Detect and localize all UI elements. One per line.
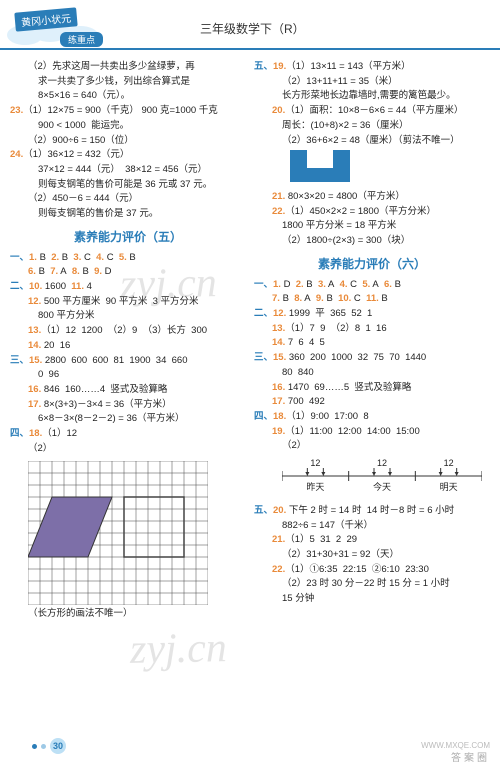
text-line: （2）31+30+31 = 92（天） [254,548,490,563]
section-header: 素养能力评价（五） [10,228,246,247]
text-line: 1800 平方分米 = 18 平方米 [254,219,490,234]
text-line: 四、18.（1）9:00 17:00 8 [254,410,490,425]
text-line: 求一共卖了多少钱，列出综合算式是 [10,75,246,90]
section-header: 素养能力评价（六） [254,255,490,274]
text-line: （2） [254,439,490,454]
text-line: 24.（1）36×12 = 432（元） [10,148,246,163]
page-number-circle: 30 [50,738,66,754]
text-line: 16. 1470 69……5 竖式及验算略 [254,381,490,396]
figure-caption: （长方形的画法不唯一） [10,607,246,622]
text-line: 13.（1）7 9 （2）8 1 16 [254,322,490,337]
text-line: 6×8－3×(8－2－2) = 36（平方米） [10,412,246,427]
text-line: 22.（1）450×2×2 = 1800（平方分米） [254,205,490,220]
dot-icon [41,744,46,749]
svg-text:今天: 今天 [373,481,391,492]
text-line: 882÷6 = 147（千米） [254,519,490,534]
svg-text:12: 12 [444,458,454,468]
text-line: 二、12. 1999 平 365 52 1 [254,307,490,322]
footer-logo: 答案圈 [451,749,490,764]
text-line: 14. 7 6 4 5 [254,336,490,351]
text-line: （2）36+6×2 = 48（厘米）（剪法不唯一） [254,134,490,149]
text-line: 17. 8×(3+3)－3×4 = 36（平方米） [10,398,246,413]
watermark: zyj.cn [130,624,228,674]
text-line: 900 < 1000 能运完。 [10,119,246,134]
svg-text:12: 12 [377,458,387,468]
text-line: （2）1800÷(2×3) = 300（块） [254,234,490,249]
text-line: 15 分钟 [254,592,490,607]
text-line: （2）450－6 = 444（元） [10,192,246,207]
page-title: 三年级数学下（R） [200,20,305,37]
text-line: 周长：(10+8)×2 = 36（厘米） [254,119,490,134]
text-line: 7. B 8. A 9. B 10. C 11. B [254,292,490,307]
text-line: 三、15. 360 200 1000 32 75 70 1440 [254,351,490,366]
svg-text:昨天: 昨天 [306,481,324,492]
text-line: 12. 500 平方厘米 90 平方米 3 平方分米 [10,295,246,310]
text-line: 一、1. D 2. B 3. A 4. C 5. A 6. B [254,278,490,293]
text-line: 20.（1）面积：10×8－6×6 = 44（平方厘米） [254,104,490,119]
text-line: 14. 20 16 [10,339,246,354]
text-line: 8×5×16 = 640（元）。 [10,89,246,104]
text-line: 五、19.（1）13×11 = 143（平方米） [254,60,490,75]
text-line: 19.（1）11:00 12:00 14:00 15:00 [254,425,490,440]
left-column: （2）先求这周一共卖出多少盆绿萝，再求一共卖了多少钱，列出综合算式是8×5×16… [10,60,246,621]
text-line: 一、1. B 2. B 3. C 4. C 5. B [10,251,246,266]
text-line: （2）23 时 30 分－22 时 15 分 = 1 小时 [254,577,490,592]
text-line: 四、18.（1）12 [10,427,246,442]
dot-icon [32,744,37,749]
right-column: 五、19.（1）13×11 = 143（平方米）（2）13+11+11 = 35… [254,60,490,621]
text-line: （2）900÷6 = 150（位） [10,134,246,149]
text-line: 13.（1）12 1200 （2）9 （3）长方 300 [10,324,246,339]
page-header: 黄冈小状元 练重点 三年级数学下（R） [0,0,500,60]
text-line: 则每支钢笔的售价可能是 36 元或 37 元。 [10,178,246,193]
svg-text:明天: 明天 [440,482,458,492]
text-line: 17. 700 492 [254,395,490,410]
text-line: 0 96 [10,368,246,383]
text-line: （2） [10,442,246,457]
text-line: 则每支钢笔的售价是 37 元。 [10,207,246,222]
header-border [0,48,500,50]
content-area: （2）先求这周一共卖出多少盆绿萝，再求一共卖了多少钱，列出综合算式是8×5×16… [0,60,500,621]
page-number: 30 [32,738,66,754]
text-line: 23.（1）12×75 = 900（千克） 900 克=1000 千克 [10,104,246,119]
timeline-figure: 12 12 12 昨天 今天 明天 [254,456,490,502]
text-line: 800 平方分米 [10,309,246,324]
text-line: （2）13+11+11 = 35（米） [254,75,490,90]
text-line: （2）先求这周一共卖出多少盆绿萝，再 [10,60,246,75]
section-tab: 练重点 [60,32,103,47]
text-line: 6. B 7. A 8. B 9. D [10,265,246,280]
text-line: 21.（1）5 31 2 29 [254,533,490,548]
text-line: 长方形菜地长边靠墙时,需要的篱笆最少。 [254,89,490,104]
text-line: 五、20. 下午 2 时 = 14 时 14 时－8 时 = 6 小时 [254,504,490,519]
svg-text:12: 12 [310,458,320,468]
text-line: 16. 846 160……4 竖式及验算略 [10,383,246,398]
text-line: 37×12 = 444（元） 38×12 = 456（元） [10,163,246,178]
text-line: 22.（1）①6:35 22:15 ②6:10 23:30 [254,563,490,578]
text-line: 80 840 [254,366,490,381]
text-line: 二、10. 1600 11. 4 [10,280,246,295]
u-shape-figure [290,150,490,188]
grid-figure [28,461,246,605]
text-line: 21. 80×3×20 = 4800（平方米） [254,190,490,205]
text-line: 三、15. 2800 600 600 81 1900 34 660 [10,354,246,369]
